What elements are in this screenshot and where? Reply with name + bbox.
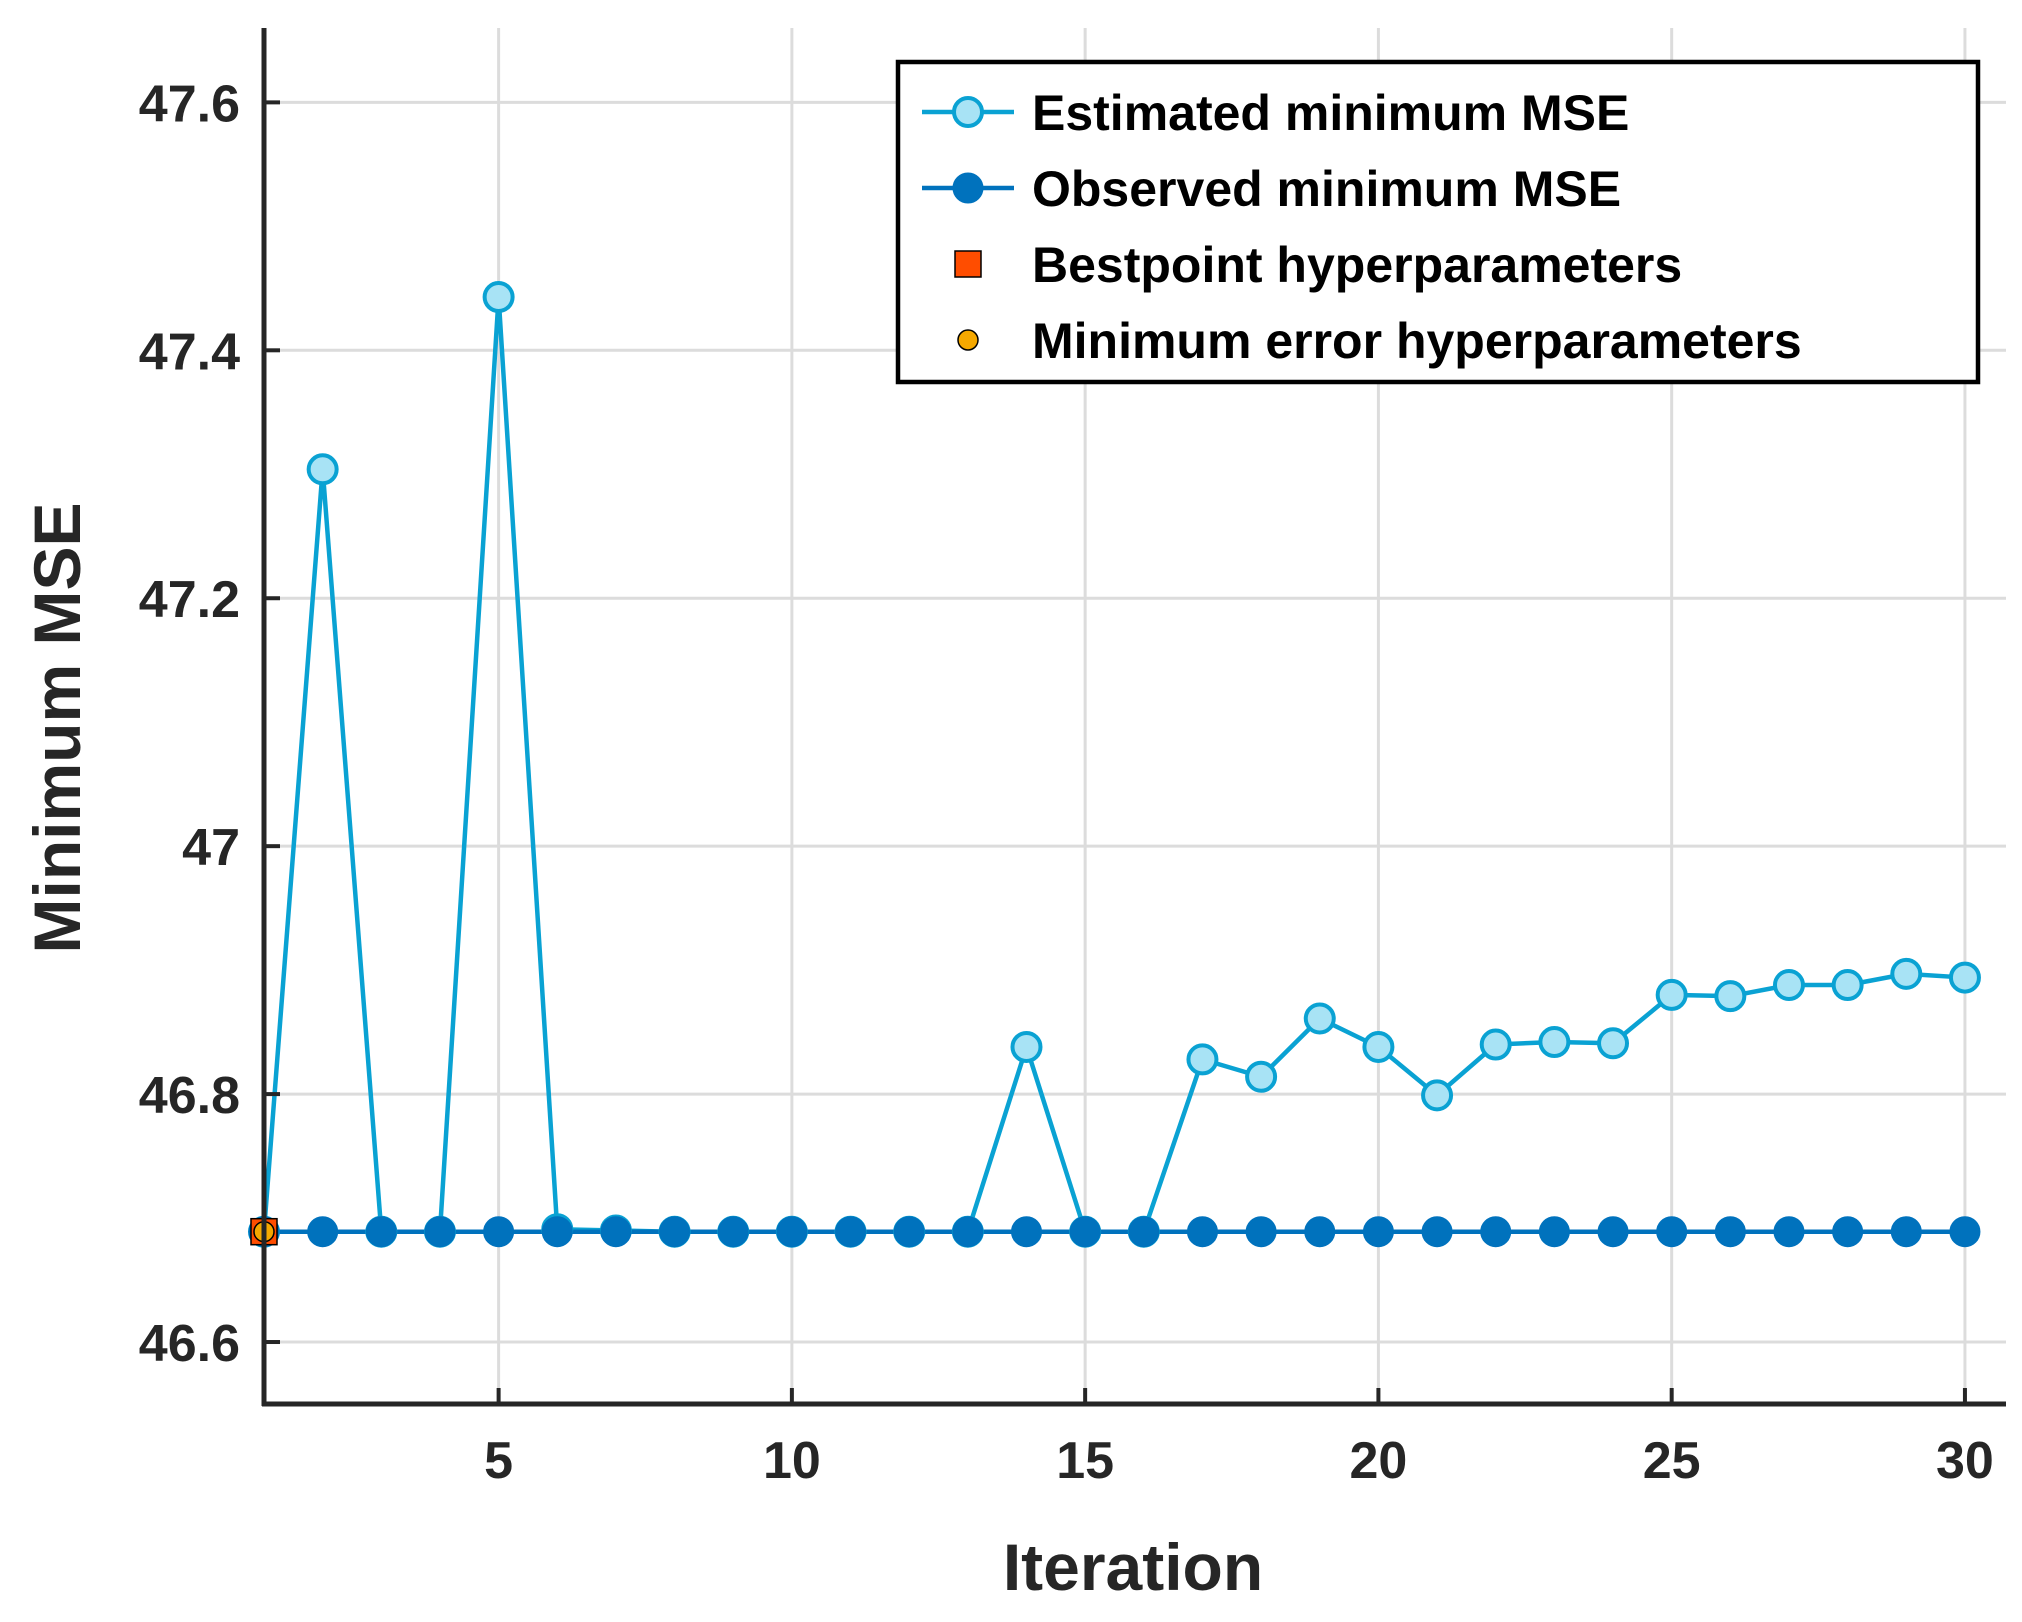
observed-mse-point [1597,1216,1629,1248]
observed-mse-point [1128,1216,1160,1248]
estimated-mse-point [1538,1026,1571,1059]
estimated-mse-point [1655,978,1688,1011]
legend-label: Bestpoint hyperparameters [1032,237,1682,293]
observed-mse-point [835,1216,867,1248]
estimated-mse-point [1362,1030,1395,1063]
observed-mse-point [1538,1216,1570,1248]
legend: Estimated minimum MSE Observed minimum MS… [895,59,1981,385]
estimated-mse-point [1831,969,1864,1002]
x-axis-label: Iteration [1003,1530,1263,1604]
y-tick-label: 47.6 [139,75,240,133]
axes: 5 10 15 20 25 30 46.6 46.8 47 47.2 47.4 47.6 [139,28,2006,1490]
observed-mse-point [1069,1216,1101,1248]
estimated-mse-point [1597,1027,1630,1060]
estimated-mse-point [1479,1028,1512,1061]
y-tick-label: 46.8 [139,1067,240,1125]
observed-mse-point [1010,1216,1042,1248]
y-tick-label: 46.6 [139,1315,240,1373]
observed-mse-point [1304,1216,1336,1248]
y-tick-label: 47.4 [139,323,240,381]
estimated-mse-point [1890,957,1923,990]
legend-min-error-marker [957,329,979,351]
x-tick-label: 15 [1056,1432,1114,1490]
series-layer [248,281,1981,1248]
observed-mse-point [776,1216,808,1248]
estimated-mse-point [1186,1043,1219,1076]
observed-mse-point [424,1216,456,1248]
observed-mse-point [307,1216,339,1248]
x-tick-label: 5 [484,1432,513,1490]
estimated-mse-point [1303,1002,1336,1035]
legend-label: Minimum error hyperparameters [1032,313,1802,369]
estimated-mse-point [1010,1030,1043,1063]
legend-bestpoint-marker [954,250,982,278]
estimated-mse-point [1245,1060,1278,1093]
observed-mse-point [483,1216,515,1248]
observed-mse-point [952,1216,984,1248]
y-axis-label: Minimum MSE [20,502,94,953]
observed-mse-point [893,1216,925,1248]
observed-mse-point [1480,1216,1512,1248]
estimated-mse-point [306,453,339,486]
estimated-mse-point [1948,961,1981,994]
observed-mse-point [365,1216,397,1248]
y-tick-label: 47.2 [139,571,240,629]
x-tick-label: 10 [763,1432,821,1490]
observed-mse-point [1832,1216,1864,1248]
y-tick-label: 47 [182,819,240,877]
legend-estimated-marker [952,96,984,128]
estimated-mse-point [1421,1079,1454,1112]
legend-label: Estimated minimum MSE [1032,85,1629,141]
legend-box [895,59,1981,385]
x-tick-label: 20 [1349,1432,1407,1490]
estimated-mse-point [482,281,515,314]
x-tick-label: 25 [1643,1432,1701,1490]
observed-mse-point [1186,1216,1218,1248]
legend-observed-marker [952,172,984,204]
observed-mse-point [541,1216,573,1248]
observed-mse-point [1714,1216,1746,1248]
observed-mse-point [1890,1216,1922,1248]
observed-mse-point [1656,1216,1688,1248]
observed-mse-point [1949,1216,1981,1248]
observed-mse-point [1362,1216,1394,1248]
observed-mse-point [1421,1216,1453,1248]
legend-label: Observed minimum MSE [1032,161,1621,217]
observed-mse-point [659,1216,691,1248]
estimated-mse-point [1714,980,1747,1013]
x-tick-label: 30 [1936,1432,1994,1490]
estimated-mse-point [1772,969,1805,1002]
observed-mse-point [1245,1216,1277,1248]
observed-mse-point [717,1216,749,1248]
observed-mse-point [600,1216,632,1248]
observed-mse-point [1773,1216,1805,1248]
